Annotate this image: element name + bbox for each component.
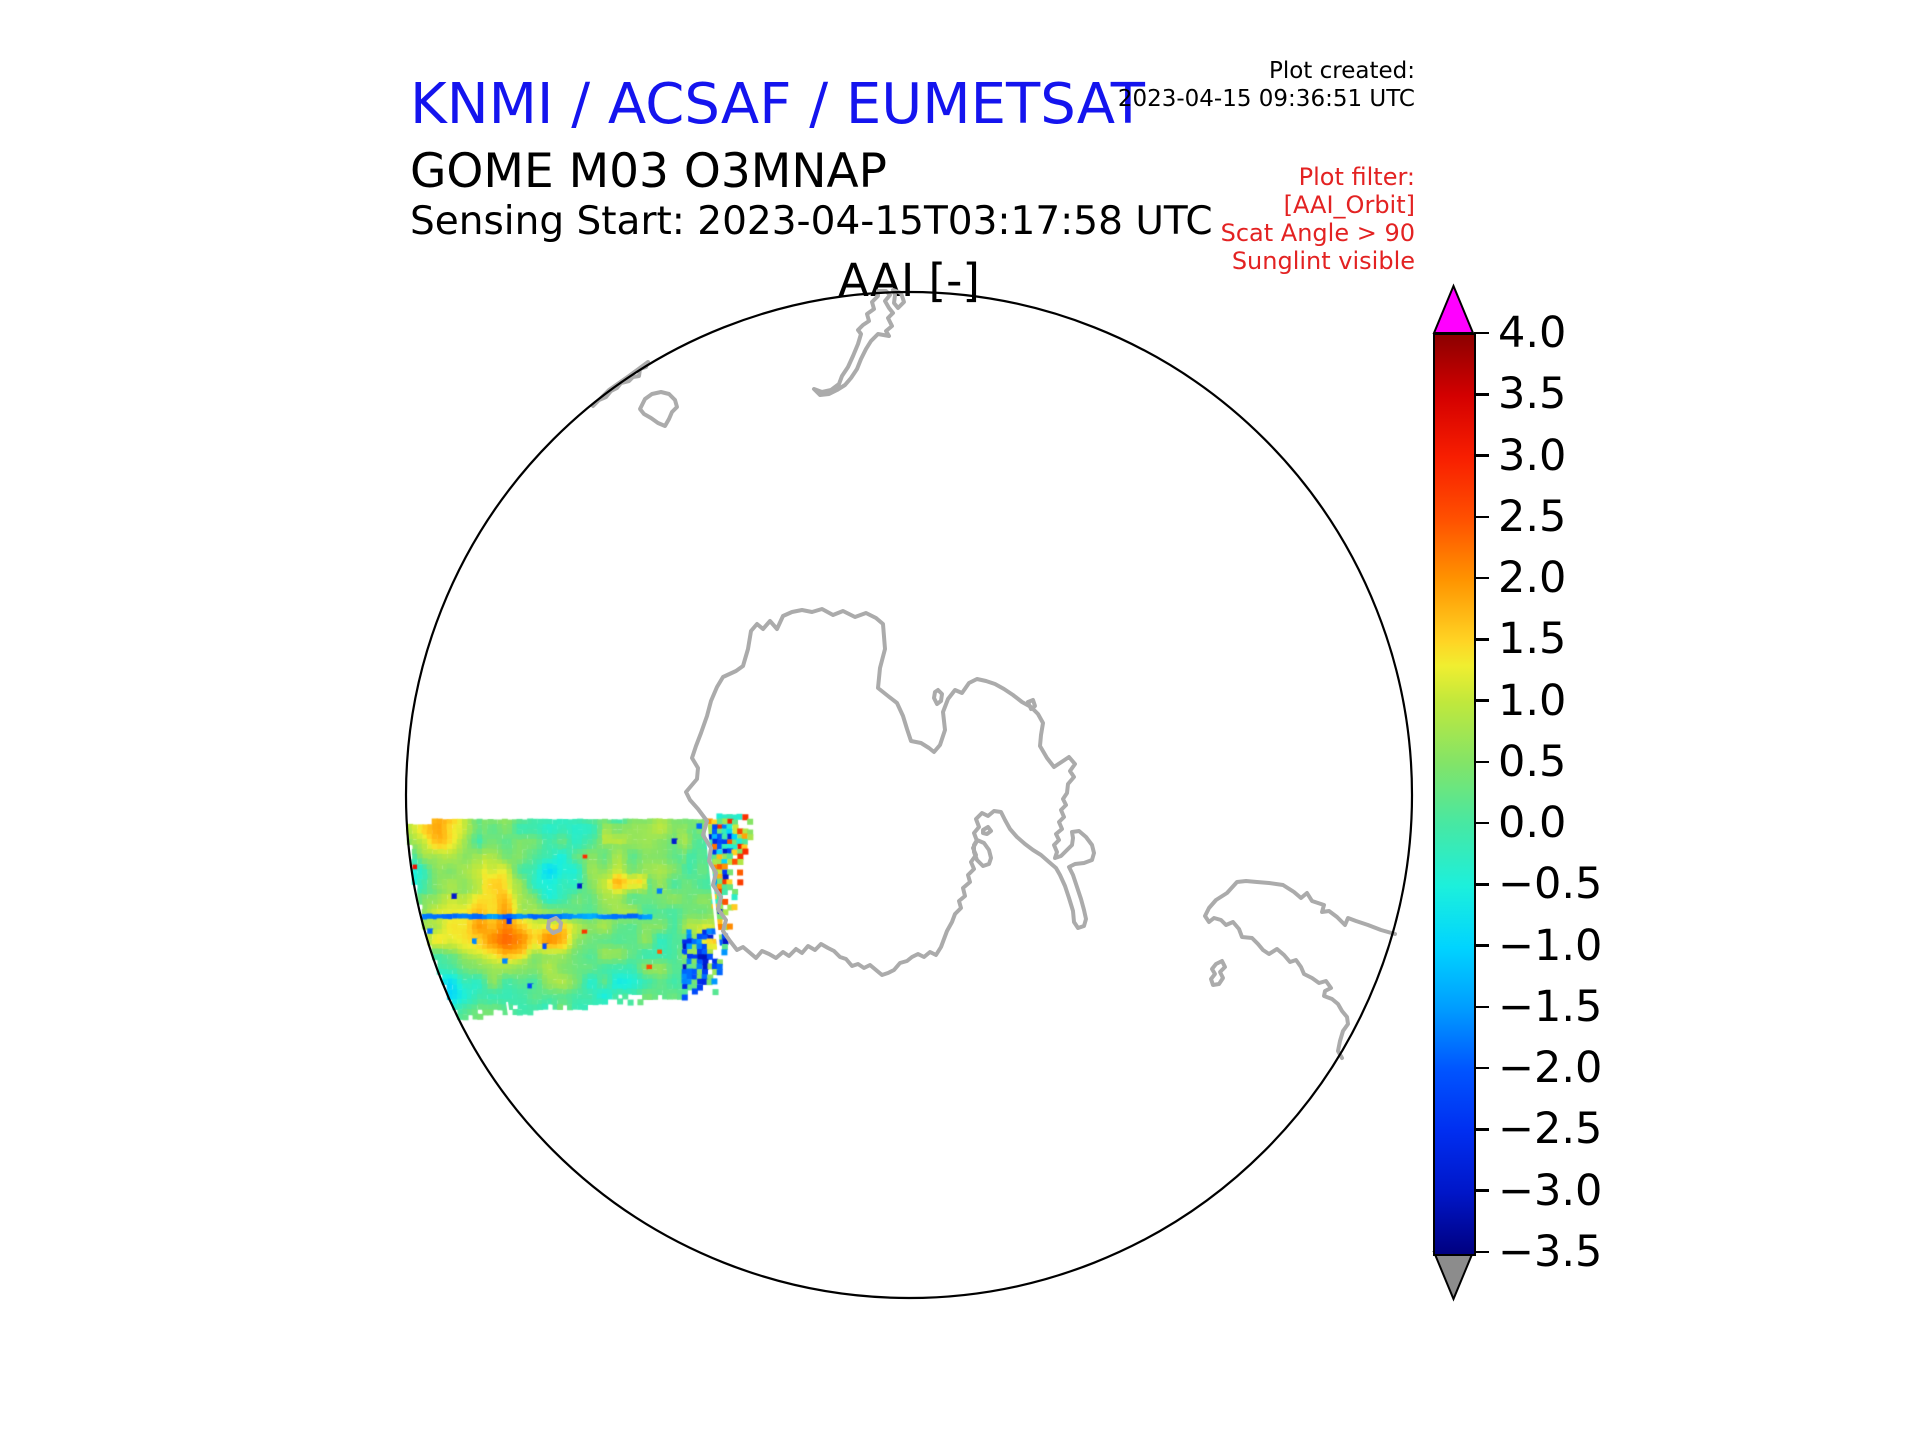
colorbar-tick-label: 1.5 — [1498, 614, 1567, 665]
colorbar-tick-mark — [1474, 1066, 1489, 1070]
colorbar-tick-mark — [1474, 393, 1489, 396]
colorbar-tick-mark — [1474, 454, 1489, 457]
colorbar — [1433, 333, 1476, 1256]
colorbar-tick-mark — [1474, 1128, 1489, 1131]
colorbar-tick-label: −3.0 — [1498, 1165, 1603, 1216]
colorbar-tick-label: −1.0 — [1498, 920, 1603, 971]
colorbar-tick-label: −2.0 — [1498, 1043, 1603, 1094]
colorbar-tick-label: 0.5 — [1498, 736, 1567, 787]
colorbar-tick-mark — [1474, 1250, 1489, 1254]
colorbar-tick-label: −2.5 — [1498, 1104, 1603, 1155]
colorbar-tick-mark — [1474, 576, 1489, 580]
colorbar-tick-label: 3.0 — [1498, 430, 1567, 481]
colorbar-tick-label: 4.0 — [1498, 308, 1567, 358]
colorbar-tick-label: −1.5 — [1498, 981, 1603, 1032]
colorbar-tick-mark — [1474, 760, 1489, 764]
colorbar-tick-mark — [1474, 1189, 1489, 1192]
colorbar-tick-label: −3.5 — [1498, 1227, 1603, 1277]
colorbar-tick-mark — [1474, 331, 1489, 335]
colorbar-tick-mark — [1474, 699, 1489, 702]
colorbar-tick-mark — [1474, 883, 1489, 886]
colorbar-tick-label: 1.0 — [1498, 675, 1567, 726]
colorbar-tick-mark — [1474, 944, 1489, 947]
colorbar-tick-label: 2.5 — [1498, 491, 1567, 542]
colorbar-tick-label: 3.5 — [1498, 369, 1567, 420]
colorbar-tick-mark — [1474, 515, 1489, 519]
colorbar-tick-mark — [1474, 638, 1489, 641]
colorbar-tick-label: 2.0 — [1498, 553, 1567, 604]
colorbar-tick-mark — [1474, 821, 1489, 825]
colorbar-tick-label: 0.0 — [1498, 798, 1567, 849]
colorbar-tick-mark — [1474, 1005, 1489, 1009]
colorbar-tick-label: −0.5 — [1498, 859, 1603, 910]
